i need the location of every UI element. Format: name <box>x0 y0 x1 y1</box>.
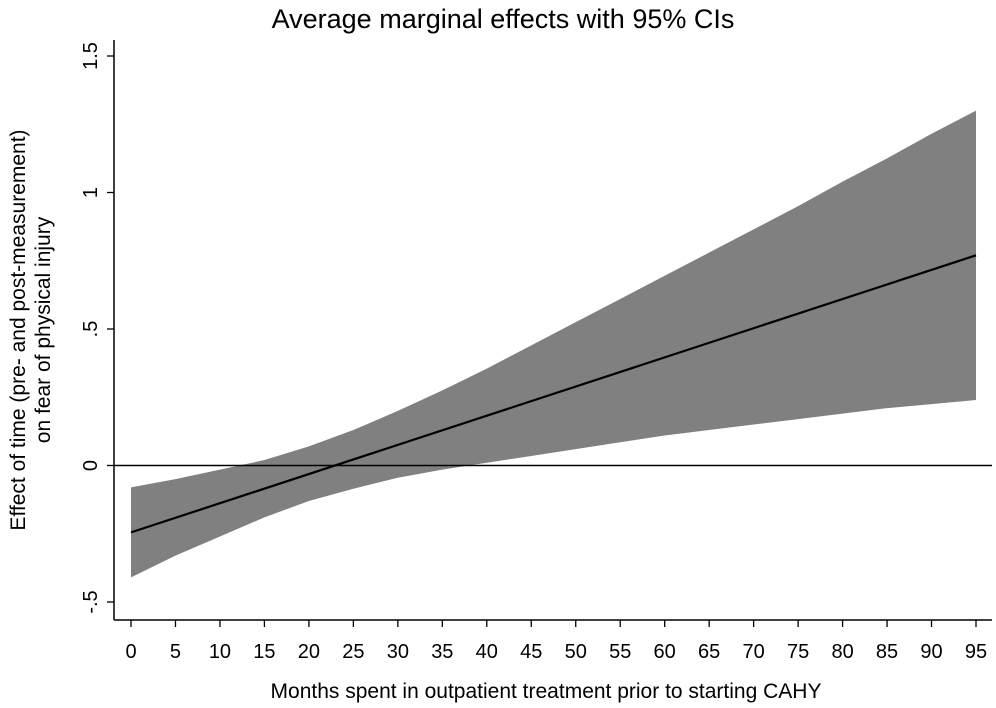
x-tick-label: 30 <box>387 641 409 663</box>
x-tick-label: 60 <box>654 641 676 663</box>
y-tick-label: 0 <box>80 460 102 471</box>
x-tick-label: 35 <box>431 641 453 663</box>
y-axis-label-line-1: Effect of time (pre- and post-measuremen… <box>7 129 30 530</box>
x-tick-label: 90 <box>920 641 942 663</box>
x-tick-label: 15 <box>253 641 275 663</box>
chart-title: Average marginal effects with 95% CIs <box>272 4 735 34</box>
x-tick-label: 0 <box>125 641 136 663</box>
y-tick-label: 1 <box>80 187 102 198</box>
x-axis-label: Months spent in outpatient treatment pri… <box>271 680 822 703</box>
x-tick-label: 50 <box>565 641 587 663</box>
x-tick-label: 10 <box>209 641 231 663</box>
x-tick-label: 40 <box>476 641 498 663</box>
axes-layer: -.5 0 .5 1 1.5 0 5 10 15 20 25 30 35 40 45 50 55 60 65 70 75… <box>80 40 992 663</box>
x-tick-label: 55 <box>609 641 631 663</box>
x-tick-label: 45 <box>520 641 542 663</box>
x-tick-label: 80 <box>831 641 853 663</box>
x-tick-label: 25 <box>342 641 364 663</box>
x-tick-label: 65 <box>698 641 720 663</box>
y-axis-label-line-2: on fear of physical injury <box>32 216 55 443</box>
confidence-band-95 <box>131 110 976 578</box>
y-tick-label: 1.5 <box>80 42 102 70</box>
y-tick-label: -.5 <box>80 590 102 613</box>
x-tick-label: 85 <box>876 641 898 663</box>
x-tick-label: 5 <box>170 641 181 663</box>
x-tick-label: 75 <box>787 641 809 663</box>
x-tick-label: 95 <box>965 641 987 663</box>
plot-layer <box>114 110 992 578</box>
x-tick-label: 70 <box>743 641 765 663</box>
marginal-effect-line <box>130 254 977 534</box>
y-tick-label: .5 <box>80 321 102 338</box>
x-tick-label: 20 <box>298 641 320 663</box>
